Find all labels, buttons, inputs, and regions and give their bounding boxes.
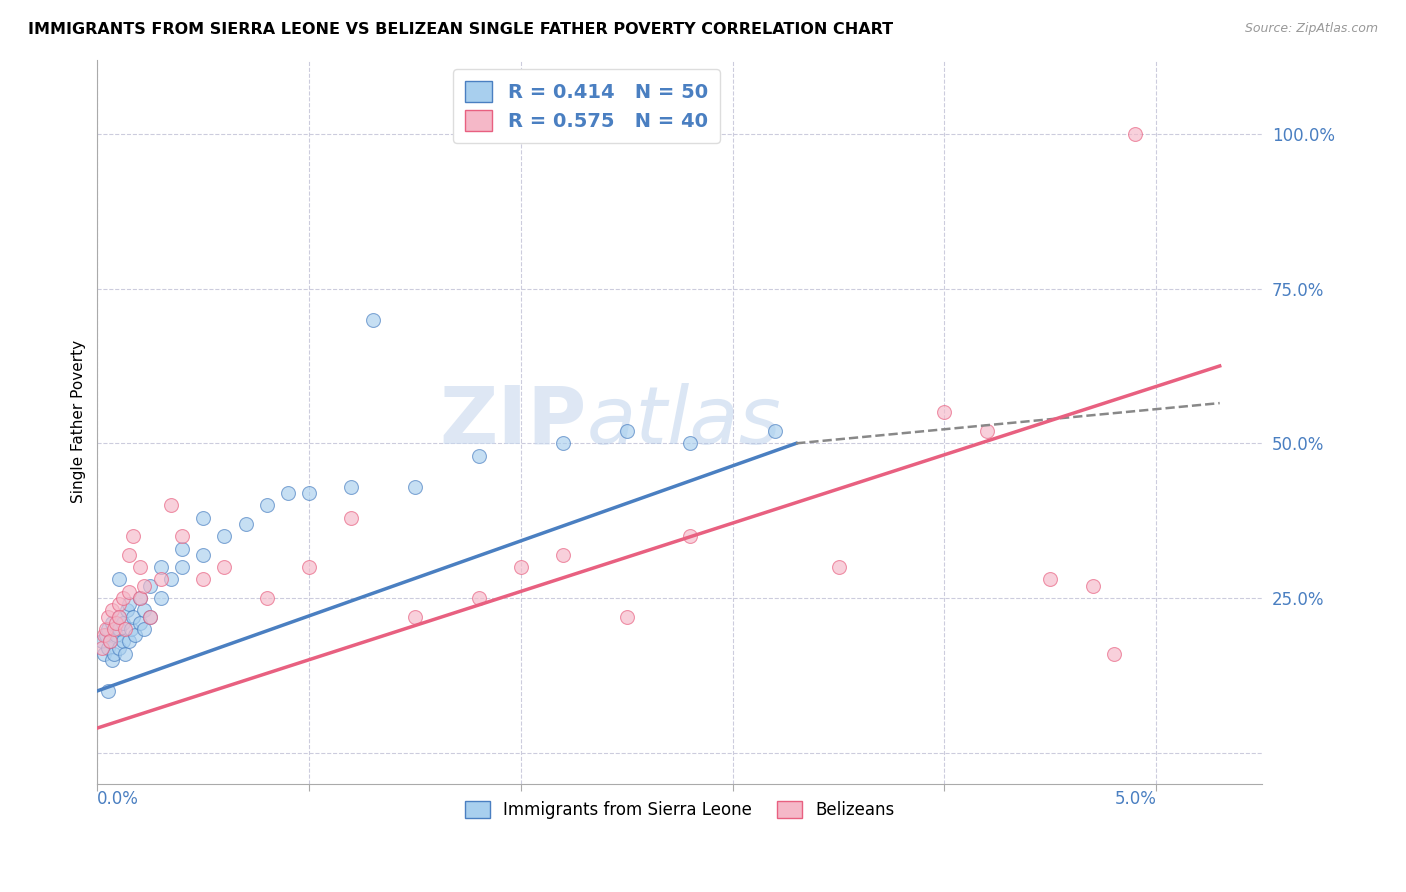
Point [122, 529, 145, 543]
Point [97, 640, 120, 655]
Point [101, 615, 124, 630]
Point [214, 560, 236, 574]
Point [235, 516, 257, 531]
Point [616, 424, 638, 438]
Point [132, 579, 155, 593]
Point [193, 573, 215, 587]
Point [1123, 127, 1146, 141]
Point [404, 480, 426, 494]
Point [111, 591, 134, 605]
Point [98, 634, 121, 648]
Point [103, 622, 125, 636]
Point [93, 628, 115, 642]
Point [93, 647, 115, 661]
Point [118, 634, 141, 648]
Point [1039, 573, 1062, 587]
Point [139, 609, 162, 624]
Point [107, 609, 129, 624]
Text: Source: ZipAtlas.com: Source: ZipAtlas.com [1244, 22, 1378, 36]
Point [467, 449, 489, 463]
Legend: Immigrants from Sierra Leone, Belizeans: Immigrants from Sierra Leone, Belizeans [458, 795, 901, 826]
Point [976, 424, 998, 438]
Point [101, 603, 124, 617]
Point [160, 573, 183, 587]
Point [827, 560, 849, 574]
Point [170, 541, 193, 556]
Point [101, 653, 124, 667]
Point [97, 609, 120, 624]
Text: atlas: atlas [586, 383, 782, 460]
Point [128, 591, 150, 605]
Point [132, 603, 155, 617]
Point [256, 498, 278, 512]
Point [94, 628, 117, 642]
Point [107, 597, 129, 611]
Point [1102, 647, 1125, 661]
Point [149, 560, 172, 574]
Point [553, 436, 575, 450]
Point [361, 312, 384, 326]
Point [90, 640, 112, 655]
Point [118, 597, 141, 611]
Point [193, 510, 215, 524]
Point [277, 486, 299, 500]
Point [94, 622, 117, 636]
Point [170, 560, 193, 574]
Point [128, 591, 150, 605]
Point [679, 436, 702, 450]
Point [111, 615, 134, 630]
Point [124, 628, 146, 642]
Point [114, 647, 136, 661]
Point [115, 603, 138, 617]
Point [122, 609, 145, 624]
Point [107, 609, 129, 624]
Point [128, 615, 150, 630]
Point [193, 548, 215, 562]
Point [934, 405, 956, 419]
Point [128, 560, 150, 574]
Point [160, 498, 183, 512]
Point [139, 579, 162, 593]
Y-axis label: Single Father Poverty: Single Father Poverty [72, 340, 86, 503]
Point [467, 591, 489, 605]
Point [107, 640, 129, 655]
Point [170, 529, 193, 543]
Point [298, 560, 321, 574]
Point [107, 622, 129, 636]
Point [340, 480, 363, 494]
Point [111, 634, 134, 648]
Point [103, 647, 125, 661]
Point [553, 548, 575, 562]
Text: 0.0%: 0.0% [97, 790, 139, 808]
Point [97, 684, 120, 698]
Point [98, 634, 121, 648]
Point [105, 615, 128, 630]
Point [105, 628, 128, 642]
Text: 5.0%: 5.0% [1115, 790, 1156, 808]
Point [149, 591, 172, 605]
Point [1081, 579, 1104, 593]
Point [118, 585, 141, 599]
Point [679, 529, 702, 543]
Point [118, 548, 141, 562]
Point [256, 591, 278, 605]
Point [120, 622, 142, 636]
Point [404, 609, 426, 624]
Text: ZIP: ZIP [439, 383, 586, 460]
Point [509, 560, 531, 574]
Point [139, 609, 162, 624]
Point [97, 622, 120, 636]
Point [149, 573, 172, 587]
Point [763, 424, 786, 438]
Point [214, 529, 236, 543]
Point [132, 622, 155, 636]
Text: IMMIGRANTS FROM SIERRA LEONE VS BELIZEAN SINGLE FATHER POVERTY CORRELATION CHART: IMMIGRANTS FROM SIERRA LEONE VS BELIZEAN… [28, 22, 893, 37]
Point [107, 573, 129, 587]
Point [90, 634, 112, 648]
Point [298, 486, 321, 500]
Point [340, 510, 363, 524]
Point [616, 609, 638, 624]
Point [114, 622, 136, 636]
